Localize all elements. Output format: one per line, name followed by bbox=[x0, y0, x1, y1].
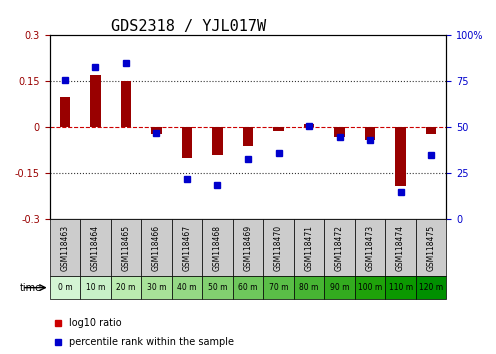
FancyBboxPatch shape bbox=[294, 276, 324, 299]
FancyBboxPatch shape bbox=[80, 219, 111, 276]
FancyBboxPatch shape bbox=[324, 219, 355, 276]
FancyBboxPatch shape bbox=[263, 219, 294, 276]
FancyBboxPatch shape bbox=[202, 219, 233, 276]
Text: GSM118468: GSM118468 bbox=[213, 225, 222, 271]
FancyBboxPatch shape bbox=[416, 276, 446, 299]
Text: GSM118466: GSM118466 bbox=[152, 225, 161, 271]
Text: GSM118469: GSM118469 bbox=[244, 225, 252, 271]
FancyBboxPatch shape bbox=[172, 276, 202, 299]
Text: 110 m: 110 m bbox=[388, 283, 413, 292]
Bar bbox=[182, 127, 192, 158]
Text: log10 ratio: log10 ratio bbox=[69, 318, 122, 328]
Text: GSM118464: GSM118464 bbox=[91, 225, 100, 271]
Text: time: time bbox=[19, 282, 42, 293]
Bar bbox=[243, 127, 253, 146]
Text: GSM118467: GSM118467 bbox=[183, 225, 191, 271]
FancyBboxPatch shape bbox=[385, 276, 416, 299]
Text: GSM118475: GSM118475 bbox=[427, 225, 435, 271]
Text: 0 m: 0 m bbox=[58, 283, 72, 292]
Text: 40 m: 40 m bbox=[177, 283, 197, 292]
Text: GSM118463: GSM118463 bbox=[61, 225, 69, 271]
Text: GSM118473: GSM118473 bbox=[366, 225, 374, 271]
Text: GSM118474: GSM118474 bbox=[396, 225, 405, 271]
FancyBboxPatch shape bbox=[324, 276, 355, 299]
FancyBboxPatch shape bbox=[111, 276, 141, 299]
FancyBboxPatch shape bbox=[111, 219, 141, 276]
FancyBboxPatch shape bbox=[263, 276, 294, 299]
Text: 120 m: 120 m bbox=[419, 283, 443, 292]
FancyBboxPatch shape bbox=[141, 219, 172, 276]
Text: 30 m: 30 m bbox=[147, 283, 166, 292]
Bar bbox=[304, 124, 314, 127]
FancyBboxPatch shape bbox=[80, 276, 111, 299]
Text: 20 m: 20 m bbox=[116, 283, 135, 292]
FancyBboxPatch shape bbox=[355, 219, 385, 276]
FancyBboxPatch shape bbox=[141, 276, 172, 299]
Text: 100 m: 100 m bbox=[358, 283, 382, 292]
FancyBboxPatch shape bbox=[202, 276, 233, 299]
FancyBboxPatch shape bbox=[233, 219, 263, 276]
Text: GSM118472: GSM118472 bbox=[335, 225, 344, 271]
FancyBboxPatch shape bbox=[172, 219, 202, 276]
Text: 50 m: 50 m bbox=[208, 283, 227, 292]
FancyBboxPatch shape bbox=[50, 276, 80, 299]
FancyBboxPatch shape bbox=[416, 219, 446, 276]
Bar bbox=[395, 127, 406, 186]
FancyBboxPatch shape bbox=[385, 219, 416, 276]
Text: 10 m: 10 m bbox=[86, 283, 105, 292]
Bar bbox=[426, 127, 436, 133]
Bar bbox=[60, 97, 70, 127]
Text: GSM118471: GSM118471 bbox=[305, 225, 313, 271]
Bar bbox=[365, 127, 375, 140]
Text: 70 m: 70 m bbox=[269, 283, 288, 292]
Text: 90 m: 90 m bbox=[330, 283, 349, 292]
Text: GSM118465: GSM118465 bbox=[122, 225, 130, 271]
Text: GDS2318 / YJL017W: GDS2318 / YJL017W bbox=[111, 19, 266, 34]
Text: 80 m: 80 m bbox=[300, 283, 319, 292]
FancyBboxPatch shape bbox=[233, 276, 263, 299]
Bar bbox=[334, 127, 345, 137]
Bar bbox=[121, 81, 131, 127]
Text: GSM118470: GSM118470 bbox=[274, 225, 283, 271]
Text: percentile rank within the sample: percentile rank within the sample bbox=[69, 337, 235, 347]
Bar bbox=[151, 127, 162, 133]
Bar bbox=[273, 127, 284, 131]
Bar bbox=[90, 75, 101, 127]
Text: 60 m: 60 m bbox=[238, 283, 258, 292]
FancyBboxPatch shape bbox=[294, 219, 324, 276]
FancyBboxPatch shape bbox=[50, 219, 80, 276]
FancyBboxPatch shape bbox=[355, 276, 385, 299]
Bar bbox=[212, 127, 223, 155]
